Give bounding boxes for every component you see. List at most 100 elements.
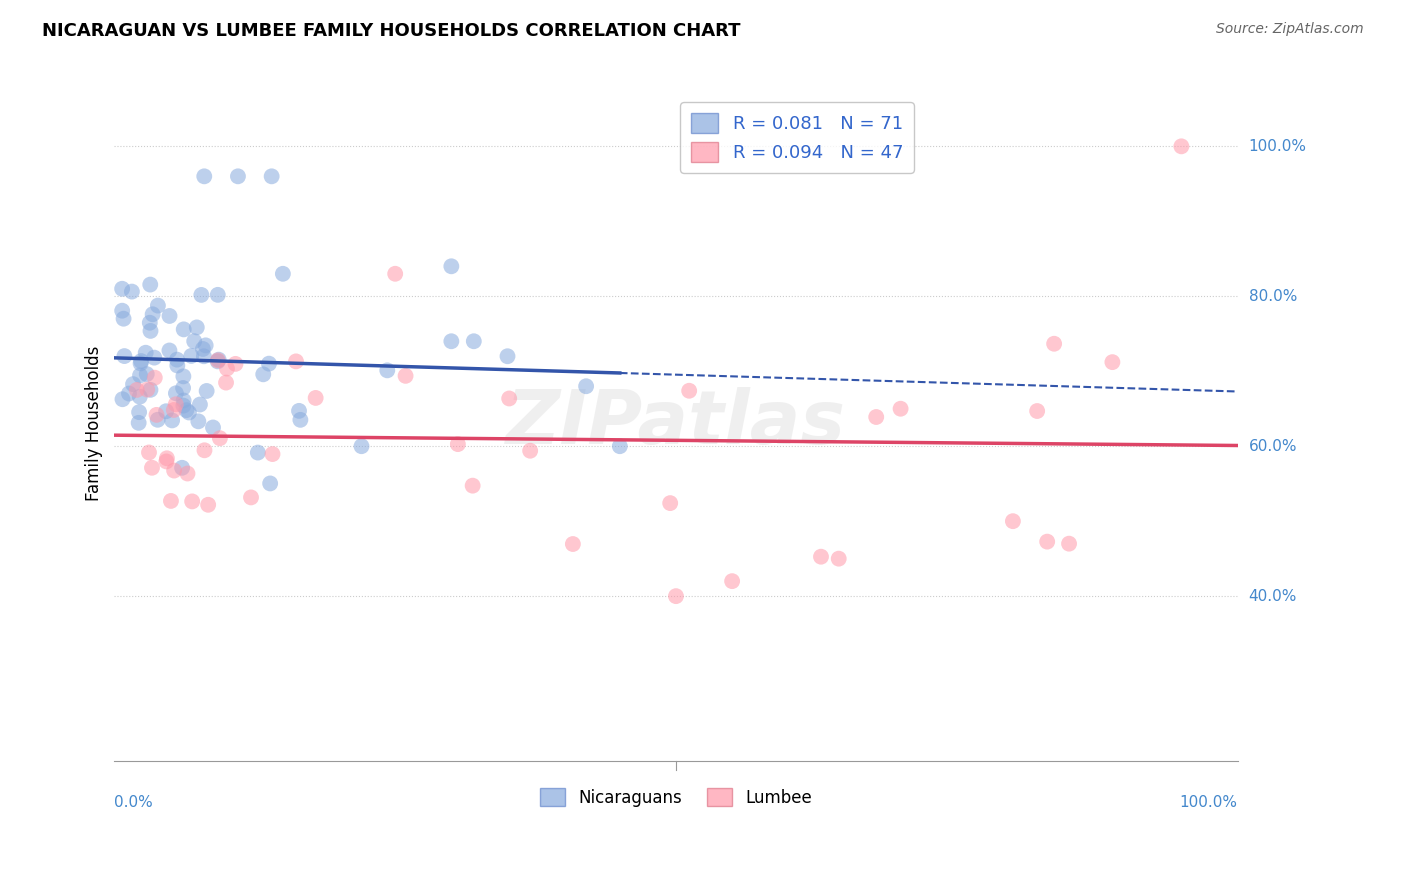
Point <box>195 384 218 398</box>
Point <box>257 357 280 371</box>
Point <box>173 393 195 408</box>
Text: ZIPatlas: ZIPatlas <box>506 387 846 460</box>
Point <box>828 551 851 566</box>
Point <box>172 369 194 384</box>
Point <box>375 363 398 377</box>
Point <box>496 349 519 363</box>
Point <box>394 368 416 383</box>
Point <box>128 390 150 404</box>
Point <box>160 413 183 427</box>
Point <box>285 354 308 368</box>
Point <box>678 384 700 398</box>
Point <box>129 368 152 383</box>
Point <box>1043 336 1066 351</box>
Point <box>890 401 912 416</box>
Text: 80.0%: 80.0% <box>1249 289 1296 304</box>
Point <box>305 391 328 405</box>
Point <box>176 403 198 417</box>
Point <box>155 404 177 418</box>
Point <box>1026 404 1049 418</box>
Point <box>440 334 463 349</box>
Point <box>166 359 188 373</box>
Point <box>172 460 194 475</box>
Text: Source: ZipAtlas.com: Source: ZipAtlas.com <box>1216 22 1364 37</box>
Point <box>384 267 406 281</box>
Text: 60.0%: 60.0% <box>1249 439 1298 454</box>
Point <box>207 288 229 302</box>
Point <box>575 379 598 393</box>
Point <box>125 383 148 397</box>
Point <box>1036 534 1059 549</box>
Point <box>112 349 135 363</box>
Point <box>139 324 162 338</box>
Point <box>440 260 463 274</box>
Point <box>208 431 231 445</box>
Point <box>159 309 181 323</box>
Point <box>208 352 231 367</box>
Point <box>224 357 246 371</box>
Point <box>141 460 163 475</box>
Point <box>111 282 134 296</box>
Point <box>180 349 202 363</box>
Point <box>139 316 162 330</box>
Point <box>207 353 229 368</box>
Point <box>165 397 187 411</box>
Point <box>498 392 520 406</box>
Point <box>112 311 135 326</box>
Point <box>128 416 150 430</box>
Point <box>136 383 159 397</box>
Point <box>202 420 225 434</box>
Point <box>146 299 169 313</box>
Point <box>188 398 211 412</box>
Point <box>193 169 215 184</box>
Point <box>111 392 134 407</box>
Point <box>290 413 312 427</box>
Point <box>609 439 631 453</box>
Point <box>155 454 177 468</box>
Point <box>135 367 157 381</box>
Point <box>561 537 583 551</box>
Point <box>665 589 688 603</box>
Point <box>129 356 152 370</box>
Point <box>142 307 165 321</box>
Point <box>193 443 215 458</box>
Point <box>1057 536 1080 550</box>
Point <box>260 169 283 184</box>
Point <box>139 383 162 397</box>
Point <box>252 368 274 382</box>
Point <box>246 445 269 459</box>
Point <box>172 399 194 413</box>
Point <box>139 277 162 292</box>
Point <box>160 494 183 508</box>
Point <box>111 303 134 318</box>
Point <box>165 386 187 401</box>
Point <box>259 476 281 491</box>
Point <box>122 377 145 392</box>
Point <box>191 342 214 356</box>
Point <box>135 345 157 359</box>
Point <box>240 491 263 505</box>
Point <box>659 496 682 510</box>
Point <box>128 405 150 419</box>
Point <box>156 451 179 466</box>
Point <box>138 445 160 459</box>
Point <box>447 437 470 451</box>
Point <box>519 443 541 458</box>
Point <box>215 361 238 376</box>
Point <box>118 386 141 401</box>
Point <box>181 494 204 508</box>
Point <box>183 334 205 348</box>
Point <box>159 343 181 358</box>
Point <box>163 403 186 417</box>
Point <box>1101 355 1123 369</box>
Point <box>166 352 188 367</box>
Point <box>186 320 208 334</box>
Point <box>173 322 195 336</box>
Point <box>207 354 229 368</box>
Point <box>129 354 152 368</box>
Point <box>145 408 167 422</box>
Text: 40.0%: 40.0% <box>1249 589 1296 604</box>
Point <box>143 351 166 365</box>
Point <box>121 285 143 299</box>
Text: 0.0%: 0.0% <box>114 795 153 810</box>
